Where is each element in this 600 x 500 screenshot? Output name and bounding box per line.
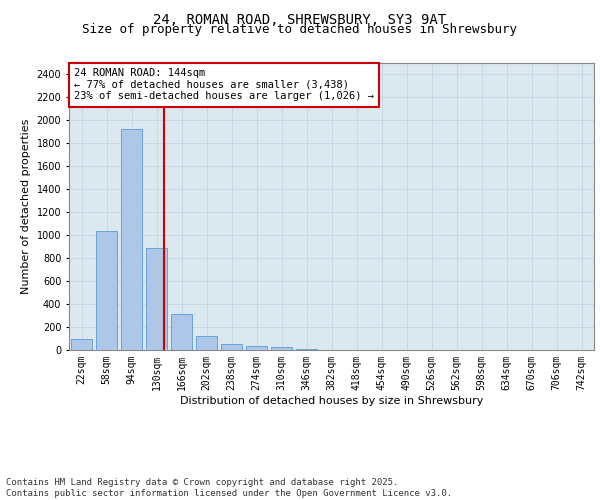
Bar bbox=[96, 231, 117, 350]
Bar bbox=[146, 248, 167, 350]
Bar bbox=[71, 339, 92, 350]
Text: 24, ROMAN ROAD, SHREWSBURY, SY3 9AT: 24, ROMAN ROAD, SHREWSBURY, SY3 9AT bbox=[154, 12, 446, 26]
Bar bbox=[121, 129, 142, 350]
Text: Contains HM Land Registry data © Crown copyright and database right 2025.
Contai: Contains HM Land Registry data © Crown c… bbox=[6, 478, 452, 498]
Text: Size of property relative to detached houses in Shrewsbury: Size of property relative to detached ho… bbox=[83, 22, 517, 36]
Bar bbox=[246, 346, 267, 350]
X-axis label: Distribution of detached houses by size in Shrewsbury: Distribution of detached houses by size … bbox=[180, 396, 483, 406]
Y-axis label: Number of detached properties: Number of detached properties bbox=[21, 118, 31, 294]
Text: 24 ROMAN ROAD: 144sqm
← 77% of detached houses are smaller (3,438)
23% of semi-d: 24 ROMAN ROAD: 144sqm ← 77% of detached … bbox=[74, 68, 374, 102]
Bar bbox=[171, 314, 192, 350]
Bar bbox=[221, 344, 242, 350]
Bar bbox=[196, 336, 217, 350]
Bar bbox=[271, 347, 292, 350]
